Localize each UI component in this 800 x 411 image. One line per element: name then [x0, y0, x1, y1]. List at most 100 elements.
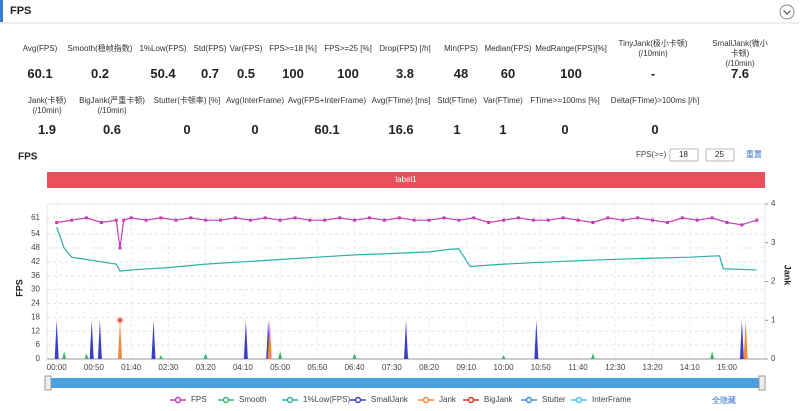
spike: [404, 320, 408, 359]
collapse-button[interactable]: [779, 4, 795, 20]
y-tick-label: 42: [31, 257, 40, 266]
stat: 1%Low(FPS) 50.4: [139, 44, 186, 81]
legend-swatch: [525, 396, 533, 404]
threshold-input[interactable]: [705, 148, 735, 162]
series-marker: [99, 221, 103, 225]
stat: TinyJank(极小卡顿) (/10min) -: [618, 39, 687, 81]
spike: [534, 320, 539, 359]
y2-tick-label: 3: [771, 238, 776, 247]
y-axis-title: FPS: [14, 279, 24, 297]
hide-all-link[interactable]: 全隐藏: [712, 395, 736, 405]
series-marker: [531, 218, 535, 222]
stat-value: 1: [453, 122, 461, 137]
label-band: [47, 172, 765, 188]
stat: Stutter(卡顿率) [%] 0: [154, 96, 221, 137]
stat: Avg(InterFrame) 0: [226, 96, 284, 137]
x-tick-label: 01:40: [121, 363, 142, 372]
series-marker: [55, 221, 59, 225]
series-marker: [159, 216, 163, 220]
series-marker: [591, 221, 595, 225]
stat: Median(FPS) 60: [484, 44, 531, 81]
spike: [739, 320, 744, 359]
y-tick-label: 30: [31, 285, 40, 294]
x-tick-label: 13:20: [643, 363, 664, 372]
spike: [267, 320, 272, 359]
scroll-handle[interactable]: [758, 375, 766, 391]
stat: FPS>=18 [%] 100: [269, 44, 317, 81]
series-marker: [472, 216, 476, 220]
spike: [352, 353, 357, 359]
series-marker: [84, 216, 88, 220]
header-title: FPS: [10, 5, 31, 17]
series-marker: [70, 218, 74, 222]
x-tick-label: 12:30: [605, 363, 626, 372]
stat: Delta(FTime)>100ms [/h] 0: [611, 96, 699, 137]
series-marker: [680, 216, 684, 220]
stat-value: 0: [251, 122, 259, 137]
scrollbar[interactable]: [47, 378, 765, 388]
stat-label: Var(FPS): [229, 44, 263, 53]
stat-value: 0: [183, 122, 191, 137]
threshold-input[interactable]: [669, 148, 699, 162]
stat-value: 60.1: [314, 122, 340, 137]
scroll-handle[interactable]: [44, 375, 52, 391]
spike: [590, 353, 595, 359]
x-tick-label: 04:10: [233, 363, 254, 372]
series-marker: [561, 216, 565, 220]
legend-swatch: [174, 396, 182, 404]
stat-value: 0.7: [200, 66, 220, 81]
stat-value: 1: [499, 122, 507, 137]
y-tick-label: 24: [31, 299, 40, 308]
spike: [97, 320, 102, 359]
x-tick-label: 15:00: [717, 363, 738, 372]
stat: Avg(FTime) [ms] 16.6: [371, 96, 431, 137]
stat-value: 60: [500, 66, 516, 81]
y-tick-label: 12: [31, 326, 40, 335]
stat-label: Avg(FTime) [ms]: [371, 96, 431, 105]
reset-link[interactable]: 重置: [746, 149, 762, 159]
stat: BigJank(严重卡顿) (/10min) 0.6: [79, 96, 145, 137]
series-marker: [516, 216, 520, 220]
series-marker: [621, 218, 625, 222]
stat: Avg(FPS) 60.1: [23, 44, 58, 81]
threshold-label: FPS(>=): [636, 150, 667, 159]
stat: Smooth(稳帧指数) 0.2: [67, 44, 133, 81]
stat-value: 100: [282, 66, 304, 81]
stat-value: 100: [337, 66, 359, 81]
spike: [501, 355, 506, 359]
series-marker: [263, 216, 267, 220]
x-tick-label: 06:40: [345, 363, 366, 372]
x-tick-label: 00:00: [47, 363, 68, 372]
series-marker: [368, 216, 372, 220]
stat-value: 0.2: [90, 66, 110, 81]
legend-swatch: [354, 396, 362, 404]
y-tick-label: 0: [36, 354, 41, 363]
spike: [710, 351, 715, 359]
x-tick-label: 10:00: [494, 363, 515, 372]
stat-label: Drop(FPS) [/h]: [379, 44, 431, 53]
spike: [54, 320, 59, 359]
stat-label: SmallJank(微小卡顿) (/10min): [712, 39, 768, 68]
series-marker: [219, 218, 223, 222]
series-marker: [129, 216, 133, 220]
spike: [84, 353, 89, 359]
threshold-value: 25: [715, 150, 724, 159]
series-marker: [174, 218, 178, 222]
stat: FPS>=25 [%] 100: [324, 44, 372, 81]
x-tick-label: 11:40: [568, 363, 588, 372]
spike: [62, 351, 67, 359]
y2-tick-label: 4: [771, 199, 776, 208]
series-marker: [487, 221, 491, 225]
series-marker: [606, 216, 610, 220]
series-marker: [189, 216, 193, 220]
stat-label: Min(FPS): [444, 44, 478, 53]
stat: MedRange(FPS)[%] 100: [535, 44, 607, 81]
series-marker: [353, 218, 357, 222]
stat: Avg(FPS+InterFrame) 60.1: [288, 96, 366, 137]
series-marker: [457, 218, 461, 222]
x-tick-label: 10:50: [531, 363, 552, 372]
y-tick-label: 6: [36, 340, 41, 349]
series-marker: [382, 218, 386, 222]
stat-label: Smooth(稳帧指数): [67, 44, 133, 53]
